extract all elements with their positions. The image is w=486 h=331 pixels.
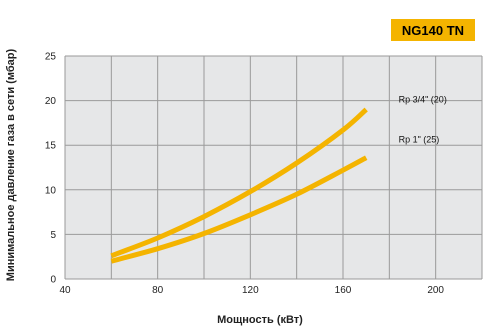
series-line-1 — [110, 155, 368, 264]
x-tick-label: 120 — [242, 285, 259, 296]
series-labels: Rp 3/4" (20) Rp 1" (25) — [399, 95, 447, 145]
y-tick-label: 25 — [45, 52, 57, 63]
y-tick-label: 10 — [45, 185, 57, 196]
grid — [64, 55, 483, 280]
y-tick-label: 0 — [50, 275, 56, 286]
x-axis-ticks: 40 80 120 160 200 — [59, 285, 444, 296]
x-tick-label: 200 — [427, 285, 444, 296]
x-tick-label: 40 — [59, 285, 71, 296]
plot-area — [65, 56, 482, 279]
x-tick-label: 80 — [152, 285, 164, 296]
y-tick-label: 20 — [45, 96, 57, 107]
series-line-0 — [110, 107, 368, 259]
x-tick-label: 160 — [335, 285, 352, 296]
y-axis-label: Минимальное давление газа в сети (мбар) — [5, 48, 17, 282]
y-tick-label: 15 — [45, 141, 57, 152]
series-label-0: Rp 3/4" (20) — [399, 95, 447, 105]
model-badge: NG140 TN — [391, 19, 475, 41]
y-tick-label: 5 — [50, 230, 56, 241]
series-group — [110, 107, 368, 264]
x-axis-label: Мощность (кВт) — [217, 314, 303, 326]
series-label-1: Rp 1" (25) — [399, 135, 440, 145]
y-axis-ticks: 0 5 10 15 20 25 — [45, 52, 57, 286]
